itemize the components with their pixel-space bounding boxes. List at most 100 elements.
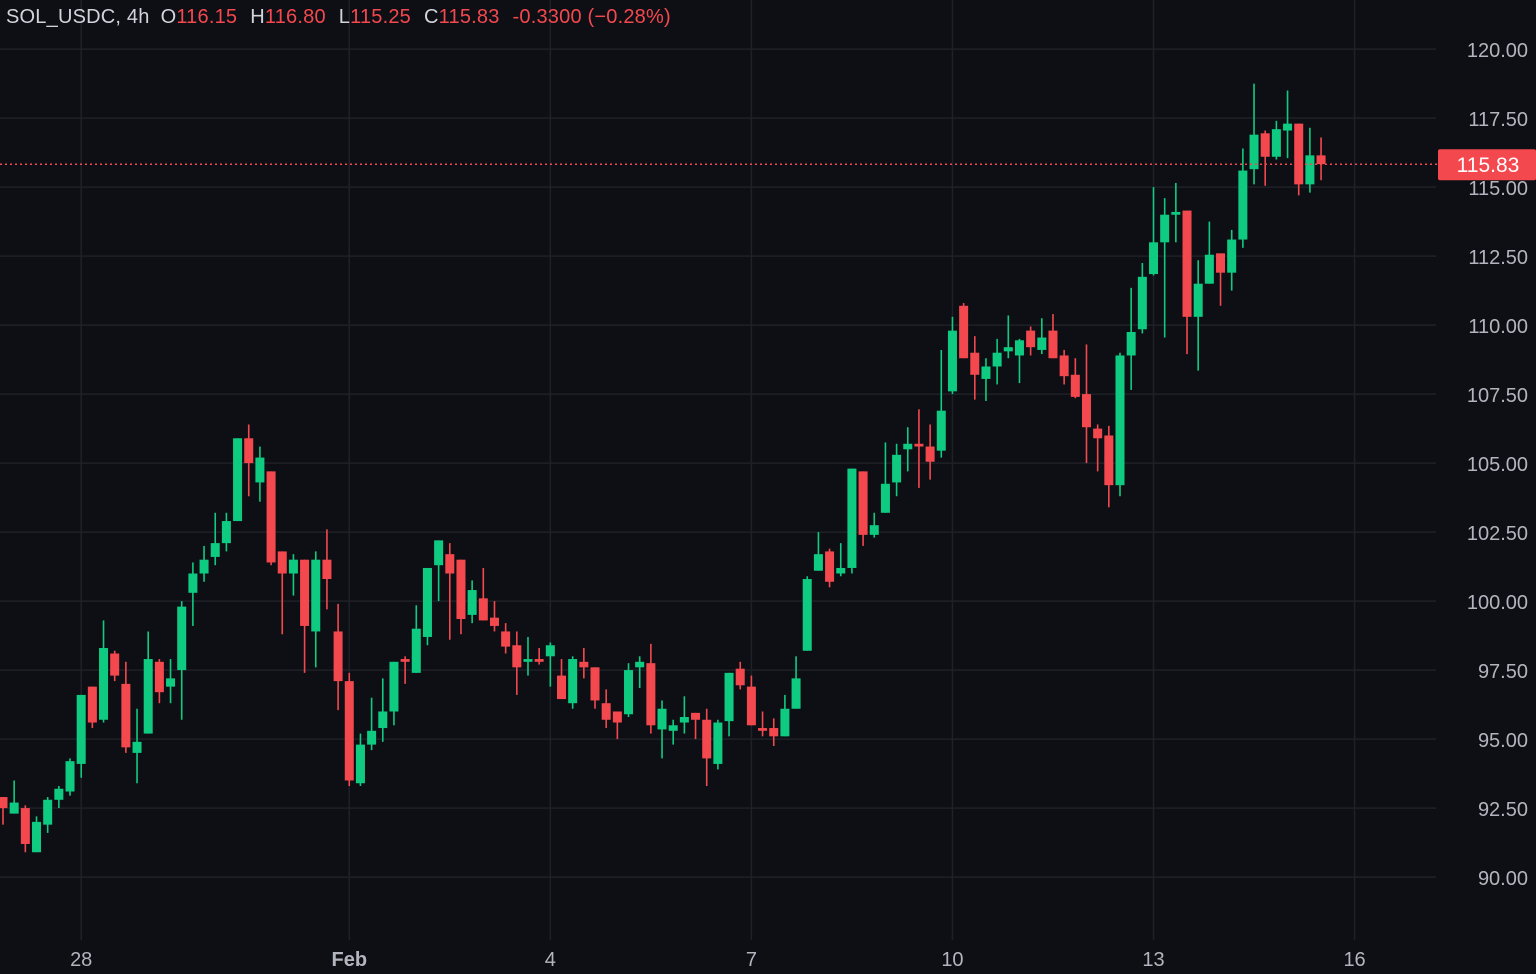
candle	[512, 631, 522, 695]
candle	[32, 816, 42, 853]
candle-body	[434, 540, 444, 566]
candle-body	[1014, 340, 1024, 356]
candle-body	[769, 728, 779, 737]
candle	[568, 656, 578, 709]
candle	[1316, 137, 1326, 181]
candle	[221, 512, 231, 552]
high-label: H	[250, 6, 265, 28]
candle	[434, 540, 444, 602]
candle-body	[668, 725, 678, 731]
candle	[702, 708, 712, 787]
candle	[545, 642, 555, 687]
candle-body	[1204, 254, 1214, 284]
candle-body	[1182, 210, 1192, 317]
candle-body	[1294, 123, 1304, 185]
high-value: 116.80	[264, 6, 326, 28]
candle-body	[132, 741, 142, 753]
candle	[110, 650, 120, 682]
candle-body	[1026, 330, 1036, 348]
candle	[724, 672, 734, 737]
candle	[1059, 349, 1069, 385]
candle-body	[0, 797, 8, 809]
candle-body	[76, 694, 86, 764]
candle	[523, 636, 533, 676]
candle	[657, 700, 667, 759]
candle-body	[277, 551, 287, 574]
candle-body	[367, 730, 377, 745]
candle	[624, 663, 634, 718]
price-tick-label: 92.50	[1478, 799, 1528, 821]
candle	[925, 424, 935, 480]
candle-body	[724, 672, 734, 722]
candle-body	[691, 712, 701, 720]
candle-body	[489, 617, 499, 626]
candle	[1216, 253, 1226, 306]
candle-body	[266, 471, 276, 563]
candle-body	[300, 559, 310, 626]
candle-body	[903, 443, 913, 450]
candle-body	[1104, 435, 1114, 486]
candle	[836, 543, 846, 577]
candle-body	[333, 631, 343, 682]
candle	[1227, 229, 1237, 291]
time-tick-label: 10	[941, 949, 963, 971]
candle	[612, 711, 622, 740]
candle-body	[1238, 170, 1248, 240]
candle	[1193, 260, 1203, 371]
grid	[0, 0, 1436, 940]
candle	[288, 554, 298, 596]
ohlc-legend: SOL_USDC, 4h O116.15 H116.80 L115.25 C115.83…	[6, 6, 684, 29]
candle-body	[445, 554, 455, 574]
candles	[0, 83, 1326, 853]
candle-body	[20, 808, 30, 844]
candle-body	[400, 659, 410, 662]
open-label: O	[160, 6, 177, 28]
candle-body	[947, 330, 957, 392]
candle	[1171, 182, 1181, 243]
candle-body	[836, 567, 846, 574]
candle-body	[1193, 283, 1203, 317]
candle	[501, 623, 511, 654]
candle-body	[188, 573, 198, 593]
price-tick-label: 100.00	[1467, 592, 1528, 614]
candle	[1294, 123, 1304, 196]
candle-body	[422, 567, 432, 637]
price-axis[interactable]: 90.00 92.50 95.00 97.50 100.00 102.50 105.00 10…	[1438, 40, 1536, 890]
candle	[1160, 198, 1170, 338]
candle	[65, 758, 75, 796]
candle-body	[1171, 211, 1181, 215]
candle-body	[1160, 214, 1170, 243]
candle	[233, 438, 243, 522]
price-tick-label: 120.00	[1467, 40, 1528, 62]
candle	[1093, 424, 1103, 472]
candle-body	[210, 543, 220, 557]
time-axis[interactable]: 28 Feb 4 7 10 13 16	[70, 949, 1366, 971]
candle-body	[635, 661, 645, 668]
candle	[936, 349, 946, 458]
candle-body	[1070, 374, 1080, 397]
candle-body	[110, 653, 120, 676]
candle	[1003, 315, 1013, 359]
candle	[9, 780, 19, 814]
candle-body	[456, 559, 466, 620]
candle	[691, 712, 701, 740]
last-price-label: 115.83	[1457, 154, 1520, 177]
candle	[367, 697, 377, 751]
candle-body	[1115, 355, 1125, 486]
candle	[802, 576, 812, 651]
candle-body	[166, 678, 176, 687]
candle	[1182, 210, 1192, 355]
candle	[791, 656, 801, 709]
candle-body	[936, 410, 946, 451]
candle	[355, 733, 365, 787]
candle-body	[545, 645, 555, 657]
candle-body	[244, 438, 254, 464]
candle-body	[288, 559, 298, 574]
candle	[825, 548, 835, 588]
candle	[601, 689, 611, 729]
candle-body	[43, 799, 53, 825]
candle-body	[1081, 394, 1091, 428]
candle	[880, 442, 890, 513]
candle	[333, 603, 343, 711]
